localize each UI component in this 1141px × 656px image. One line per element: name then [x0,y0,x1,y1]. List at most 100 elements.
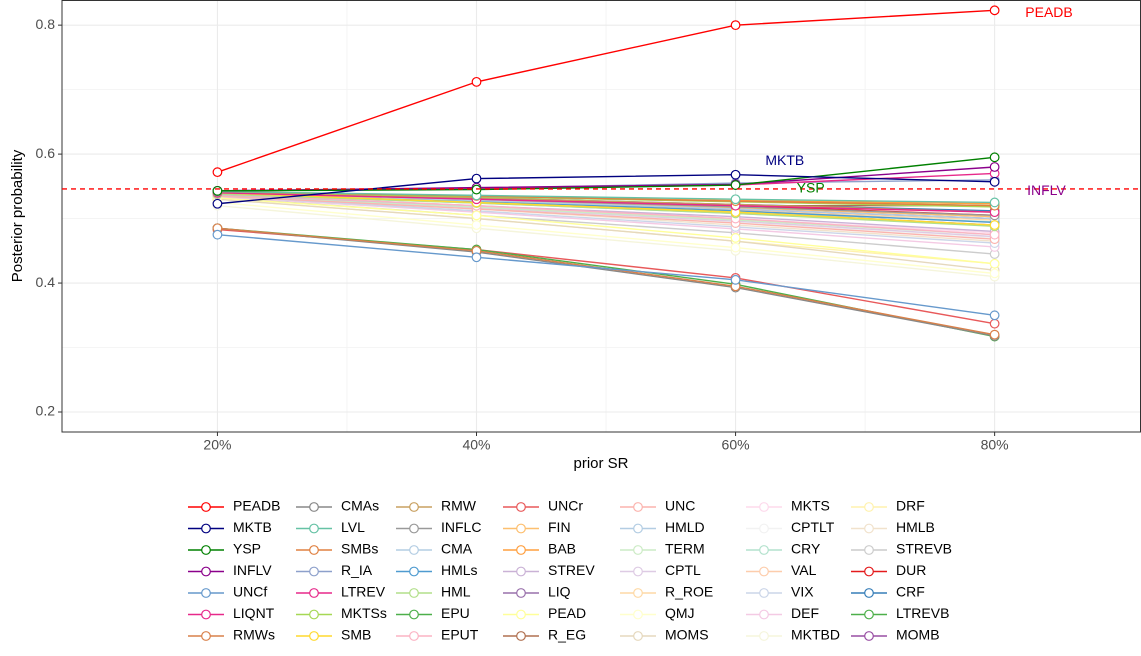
data-point [471,252,482,263]
legend-marker [201,631,211,641]
legend-marker [409,609,419,620]
data-point [989,176,1000,187]
x-tick-label: 60% [722,437,750,453]
annotation: MKTB [765,152,804,168]
legend-marker [409,545,419,555]
legend-label: LTREVB [896,605,949,621]
legend-label: YSP [233,541,261,557]
legend-label: QMJ [665,605,695,621]
legend-label: STREV [548,562,595,578]
legend-label: MKTS [791,498,830,514]
legend-label: CMAs [341,498,379,514]
data-point [989,162,1000,172]
legend-marker [516,502,526,512]
legend-label: FIN [548,519,571,535]
y-tick-label: 0.2 [36,403,56,419]
legend-label: RMW [441,498,477,514]
legend-marker [201,566,211,577]
legend-label: UNC [665,498,695,514]
legend-marker [864,545,874,555]
data-point [989,329,1000,340]
data-point [471,210,482,221]
legend-marker [201,588,211,598]
y-tick-label: 0.8 [36,16,56,32]
y-tick-label: 0.4 [36,274,56,290]
data-point [730,20,741,31]
annotation: PEADB [1025,4,1072,20]
legend-marker [201,523,211,534]
legend-label: HMLB [896,519,935,535]
series-line [217,174,995,205]
legend-marker [309,566,319,577]
annotation: YSP [797,180,825,196]
legend-label: DUR [896,562,926,578]
series-line [217,193,995,236]
data-point [730,180,741,190]
legend-marker [633,609,643,620]
legend-marker [759,631,769,641]
legend-label: MOMS [665,627,709,643]
legend-marker [759,523,769,534]
legend-marker [633,523,643,534]
legend-marker [409,502,419,512]
legend-marker [516,609,526,620]
legend-marker [409,631,419,641]
series-line [217,198,995,271]
legend-label: CPTLT [791,519,835,535]
legend-marker [516,631,526,641]
series-line [217,9,995,173]
data-point [471,76,482,87]
y-axis-title: Posterior probability [9,149,26,282]
data-point [989,5,1000,16]
legend-label: MKTBD [791,627,840,643]
legend-marker [309,609,319,620]
legend-label: EPU [441,605,470,621]
legend-label: UNCf [233,584,267,600]
legend-label: UNCr [548,498,583,514]
legend-label: LIQ [548,584,571,600]
plot-lines: PEADB MKTB YSP INFLV [62,4,1141,342]
legend-marker [759,588,769,598]
legend-marker [759,545,769,555]
series-line [217,156,995,192]
series-line [217,192,995,226]
legend-label: INFLC [441,519,481,535]
data-point [212,167,223,178]
legend-label: STREVB [896,541,952,557]
y-tick-label: 0.6 [36,145,56,161]
legend-label: EPUT [441,627,479,643]
legend-label: TERM [665,541,705,557]
legend-label: LIQNT [233,605,275,621]
data-point [471,173,482,184]
legend-marker [864,609,874,620]
legend-label: PEADB [233,498,280,514]
x-axis-title: prior SR [573,455,628,472]
legend-label: MKTB [233,519,272,535]
series-line [217,192,995,213]
legend-label: R_EG [548,627,586,643]
legend-marker [516,523,526,534]
legend-marker [201,609,211,620]
legend-label: HMLs [441,562,478,578]
legend-label: VAL [791,562,817,578]
legend-label: HML [441,584,471,600]
legend-marker [864,502,874,512]
legend-label: LVL [341,519,365,535]
legend-label: LTREV [341,584,386,600]
series-line [217,204,995,278]
legend-marker [201,545,211,555]
legend-label: PEAD [548,605,586,621]
legend-marker [759,609,769,620]
data-point [730,274,741,285]
data-point [989,318,1000,329]
data-point [989,258,1000,269]
data-point [730,233,741,243]
legend-marker [633,631,643,641]
legend-label: CMA [441,541,473,557]
series-line [217,195,995,244]
series-line [217,190,995,204]
legend-marker [409,566,419,577]
data-point [212,185,223,196]
legend-marker [633,545,643,555]
